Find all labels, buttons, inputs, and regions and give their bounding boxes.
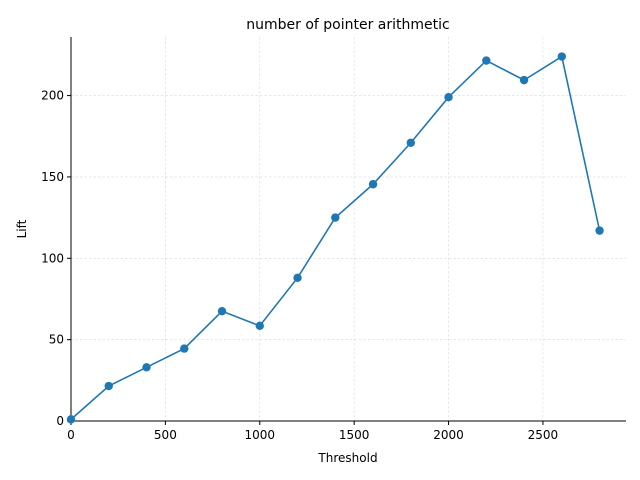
x-axis-label: Threshold (317, 451, 377, 465)
y-tick-label: 200 (41, 89, 64, 103)
x-tick-label: 1500 (339, 428, 370, 442)
data-point (180, 344, 189, 353)
data-point (595, 226, 604, 235)
y-tick-label: 50 (49, 333, 64, 347)
x-tick-label: 2500 (528, 428, 559, 442)
y-tick-label: 150 (41, 170, 64, 184)
data-point (255, 321, 264, 331)
series-line (70, 55, 601, 420)
x-tick-label: 1000 (245, 428, 276, 442)
y-axis-ticks: 0 50 100 150 200 (41, 89, 71, 428)
chart-title: number of pointer arithmetic (246, 17, 449, 33)
data-point (368, 180, 378, 189)
data-point (557, 52, 567, 61)
y-tick-label: 100 (41, 251, 64, 265)
x-tick-label: 2000 (433, 428, 464, 442)
data-point (331, 213, 340, 222)
series-layer (66, 52, 604, 424)
x-tick-label: 0 (67, 428, 75, 442)
y-tick-label: 0 (56, 414, 64, 428)
data-point (104, 381, 113, 391)
axes-spines (70, 37, 626, 422)
data-point (406, 138, 415, 147)
data-point (66, 415, 76, 424)
data-point (444, 93, 453, 102)
data-point (482, 56, 491, 65)
data-point (519, 75, 529, 85)
data-point (217, 306, 227, 316)
x-tick-label: 500 (154, 428, 177, 442)
x-axis-ticks: 0 500 1000 1500 2000 2500 (67, 421, 558, 442)
y-axis-label: Lift (15, 219, 29, 238)
data-point (142, 363, 151, 372)
data-point (293, 273, 302, 283)
